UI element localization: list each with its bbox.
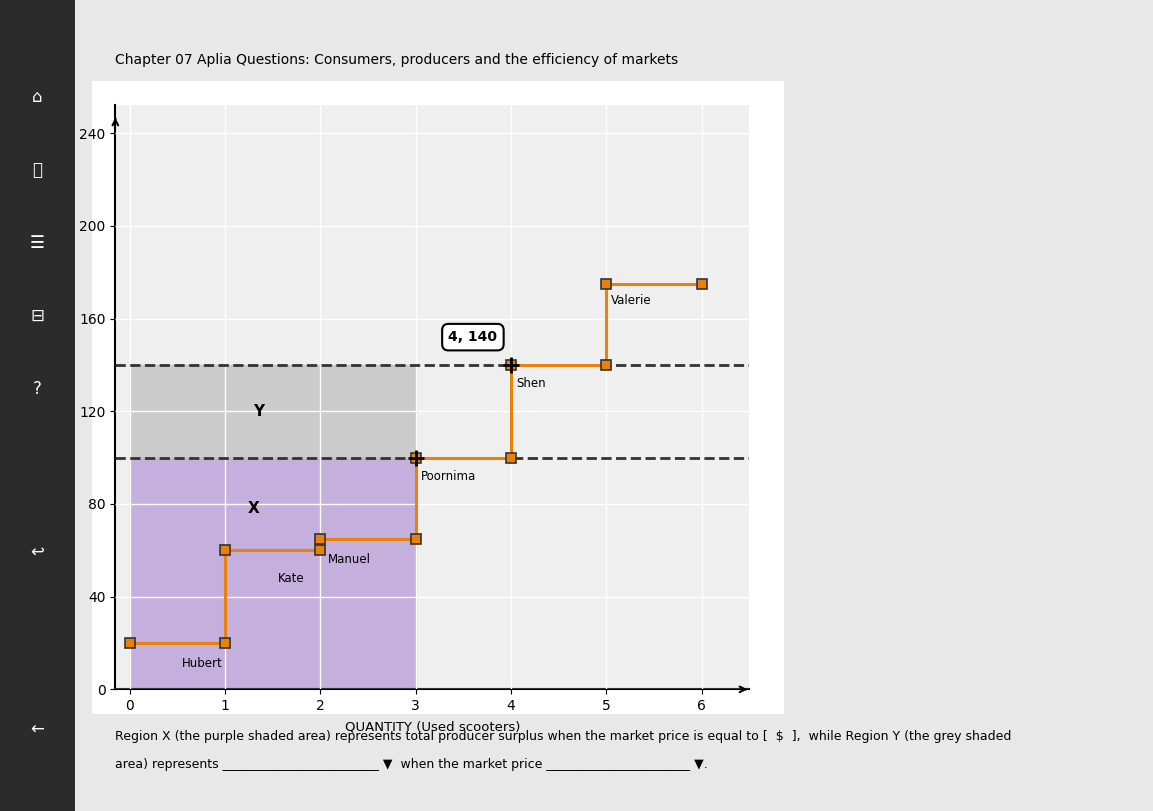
Text: ⊟: ⊟ — [30, 307, 45, 325]
Text: Kate: Kate — [278, 572, 304, 585]
Text: Manuel: Manuel — [327, 553, 371, 566]
Text: ←: ← — [30, 721, 45, 739]
Text: Poornima: Poornima — [421, 470, 476, 483]
X-axis label: QUANTITY (Used scooters): QUANTITY (Used scooters) — [345, 720, 520, 733]
Text: Chapter 07 Aplia Questions: Consumers, producers and the efficiency of markets: Chapter 07 Aplia Questions: Consumers, p… — [115, 53, 678, 67]
Text: Valerie: Valerie — [611, 294, 651, 307]
Text: Hubert: Hubert — [182, 658, 223, 671]
Text: Region X (the purple shaded area) represents total producer surplus when the mar: Region X (the purple shaded area) repres… — [115, 730, 1011, 743]
Text: Shen: Shen — [515, 377, 545, 390]
Text: area) represents _________________________ ▼  when the market price ____________: area) represents _______________________… — [115, 758, 708, 771]
Text: 4, 140: 4, 140 — [449, 330, 497, 344]
Text: X: X — [248, 501, 259, 516]
Text: ↩: ↩ — [30, 543, 45, 560]
Y-axis label: PRICE (Dollars per used scooter): PRICE (Dollars per used scooter) — [59, 290, 73, 505]
Text: Y: Y — [253, 404, 264, 418]
Text: 👤: 👤 — [32, 161, 43, 179]
Text: ☰: ☰ — [30, 234, 45, 252]
Text: ⌂: ⌂ — [32, 88, 43, 106]
Text: ?: ? — [33, 380, 42, 398]
